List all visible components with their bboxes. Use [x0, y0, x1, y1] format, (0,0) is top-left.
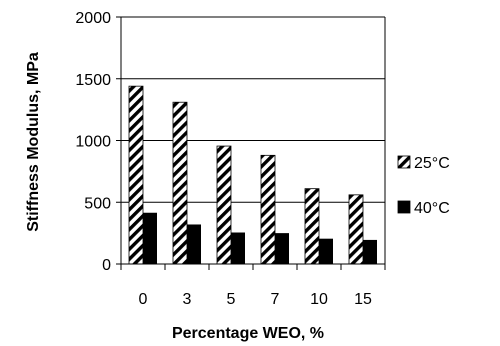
bar-40c-10	[319, 238, 333, 264]
bar-40c-3	[187, 224, 201, 264]
bar-25c-10	[304, 188, 320, 265]
x-tick-label: 10	[310, 291, 328, 308]
bar-25c-7	[260, 154, 276, 265]
y-tick-label: 2000	[75, 10, 111, 27]
x-tick-labels: 0 3 5 7 10 15	[139, 291, 372, 308]
legend-label-25c: 25°C	[414, 155, 450, 172]
legend-label-40c: 40°C	[414, 200, 450, 217]
bar-25c-3	[172, 101, 188, 265]
legend-swatch-40c	[397, 200, 411, 214]
y-tick-label: 0	[102, 257, 111, 274]
y-tick-label: 1500	[75, 72, 111, 89]
bar-40c-5	[231, 232, 245, 264]
x-tick-label: 15	[354, 291, 372, 308]
x-tick-label: 7	[271, 291, 280, 308]
y-tick-label: 1000	[75, 134, 111, 151]
y-axis-title: Stiffness Modulus, MPa	[25, 52, 42, 232]
axes	[120, 17, 386, 270]
bar-40c-7	[275, 233, 289, 264]
x-tick-label: 0	[139, 291, 148, 308]
gridlines	[116, 16, 385, 265]
legend: 25°C 40°C	[397, 155, 450, 217]
bar-25c-15	[348, 194, 364, 265]
bar-25c-0	[128, 85, 144, 265]
x-axis-title: Percentage WEO, %	[172, 325, 324, 342]
legend-swatch-25c	[397, 155, 411, 169]
x-tick-label: 5	[227, 291, 236, 308]
bars	[128, 85, 377, 265]
bar-25c-5	[216, 145, 232, 265]
y-tick-label: 500	[84, 195, 111, 212]
x-tick-label: 3	[183, 291, 192, 308]
bar-40c-15	[363, 239, 377, 264]
bar-40c-0	[143, 212, 157, 264]
y-tick-labels: 0 500 1000 1500 2000	[75, 10, 111, 274]
